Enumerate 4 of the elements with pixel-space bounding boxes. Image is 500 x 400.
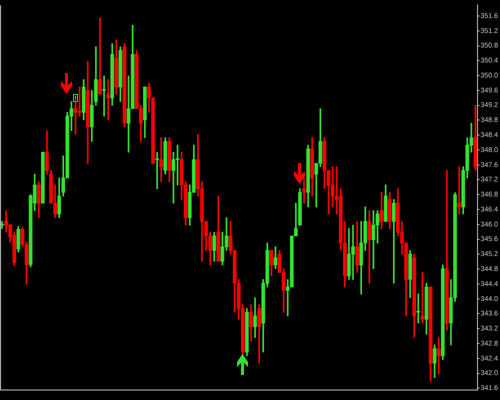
- candlestick: [102, 76, 106, 116]
- candlestick: [351, 224, 355, 280]
- candlestick: [98, 18, 102, 94]
- candlestick: [302, 178, 306, 204]
